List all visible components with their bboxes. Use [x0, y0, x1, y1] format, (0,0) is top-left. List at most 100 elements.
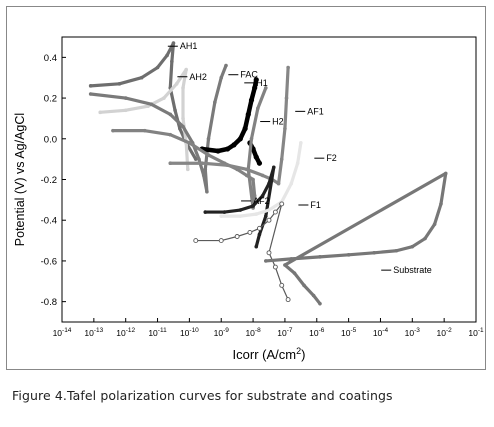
data-point — [289, 181, 294, 186]
data-point — [260, 173, 265, 178]
series-line — [89, 41, 198, 161]
data-point — [237, 136, 243, 142]
data-point — [266, 250, 272, 256]
data-point — [174, 82, 179, 86]
series-fac — [88, 63, 228, 194]
data-point — [197, 157, 201, 161]
x-tick-label: 10-9 — [214, 327, 230, 338]
data-point — [372, 250, 376, 255]
data-point — [213, 100, 217, 104]
data-point — [292, 271, 297, 275]
data-point — [181, 124, 185, 129]
data-point — [267, 208, 271, 212]
x-tick-label: 10-13 — [84, 327, 103, 338]
tafel-chart: 10-14 10-13 10-12 10-11 10-10 10-9 10-8 10-7 10-… — [13, 36, 484, 362]
data-point — [253, 77, 259, 83]
data-point — [187, 141, 192, 145]
data-point — [123, 96, 128, 100]
data-point — [184, 67, 188, 72]
data-point — [215, 148, 221, 154]
series-h2 — [111, 86, 268, 210]
data-point — [253, 154, 259, 160]
x-tick-label: 10-1 — [468, 327, 484, 338]
data-point — [162, 96, 166, 100]
data-point — [299, 141, 303, 145]
data-point — [283, 126, 287, 131]
figure-frame — [6, 6, 486, 370]
x-tick-label: 10-3 — [405, 327, 421, 338]
data-point — [311, 293, 316, 298]
data-point — [171, 41, 176, 45]
annotation-label: F2 — [326, 153, 337, 163]
x-tick-label: 10-14 — [53, 327, 72, 338]
data-point — [248, 97, 255, 103]
x-tick-label: 10-10 — [180, 327, 199, 338]
data-point — [234, 234, 240, 239]
data-point — [205, 189, 209, 194]
y-tick-label: 0.0 — [44, 134, 57, 145]
data-point — [193, 157, 198, 161]
y-tick-label: -0.2 — [41, 175, 57, 186]
data-point — [206, 136, 211, 141]
series-line — [199, 77, 259, 154]
data-point — [238, 214, 243, 218]
x-tick-label: 10-6 — [309, 327, 325, 338]
data-point — [264, 259, 268, 263]
data-point — [111, 128, 115, 133]
data-point — [286, 65, 290, 70]
data-point — [155, 65, 160, 70]
series-line — [203, 165, 276, 249]
data-point — [279, 157, 284, 161]
y-axis-title: Potential (V) vs Ag/AgCl — [13, 113, 27, 246]
data-point — [225, 163, 230, 168]
annotation-label: AF1 — [307, 106, 324, 116]
data-point — [257, 232, 262, 237]
data-point — [244, 167, 249, 172]
data-point — [251, 204, 255, 208]
y-tick-label: 0.4 — [44, 53, 57, 64]
data-point — [201, 173, 206, 178]
data-point — [206, 153, 211, 157]
annotation-label: AH2 — [189, 72, 207, 82]
annotation-label: H1 — [256, 78, 268, 88]
data-point — [139, 75, 144, 80]
x-tick-label: 10-4 — [373, 327, 389, 338]
data-point — [289, 257, 294, 261]
series-line — [89, 63, 228, 194]
data-point — [219, 214, 224, 218]
annotation-label: Substrate — [393, 265, 432, 275]
data-point — [254, 212, 259, 216]
x-tick-label: 10-7 — [277, 327, 293, 338]
data-point — [170, 59, 174, 64]
annotation-label: AF2 — [253, 196, 270, 206]
x-tick-label: 10-5 — [341, 327, 357, 338]
data-point — [439, 202, 443, 206]
data-point — [203, 167, 208, 172]
data-point — [272, 209, 278, 215]
data-point — [423, 236, 427, 241]
data-point — [146, 104, 150, 109]
data-point — [247, 229, 253, 235]
x-axis-title: Icorr (A/cm2) — [233, 346, 306, 362]
x-tick-label: 10-12 — [116, 327, 135, 338]
data-point — [181, 116, 185, 121]
series-substrate — [264, 171, 448, 306]
data-point — [254, 244, 259, 249]
data-point — [88, 92, 93, 96]
data-point — [168, 112, 173, 117]
series-line — [219, 141, 303, 218]
data-point — [267, 181, 271, 186]
data-point — [242, 126, 248, 132]
annotation-label: H2 — [272, 117, 284, 127]
data-point — [123, 108, 128, 113]
data-point — [149, 102, 153, 106]
data-point — [264, 86, 268, 90]
data-point — [185, 167, 190, 172]
x-tick-label: 10-2 — [437, 327, 453, 338]
y-tick-label: -0.6 — [41, 256, 57, 267]
data-point — [256, 225, 262, 231]
data-point — [252, 85, 258, 91]
figure-caption: Figure 4.Tafel polarization curves for s… — [12, 388, 393, 403]
data-point — [276, 181, 281, 186]
data-point — [218, 238, 224, 244]
